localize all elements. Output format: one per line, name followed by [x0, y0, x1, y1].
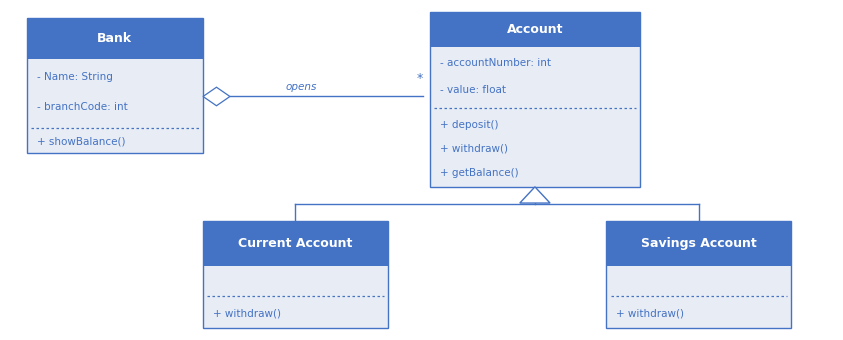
Text: + withdraw(): + withdraw(): [440, 144, 508, 154]
Text: Account: Account: [507, 22, 563, 36]
Bar: [27, 18, 203, 153]
Bar: [606, 266, 792, 328]
Text: *: *: [416, 72, 423, 85]
Text: Current Account: Current Account: [239, 237, 352, 250]
Text: - branchCode: int: - branchCode: int: [37, 102, 127, 112]
Bar: [430, 12, 640, 187]
Text: - value: float: - value: float: [440, 85, 506, 95]
Bar: [606, 221, 792, 266]
Text: + getBalance(): + getBalance(): [440, 168, 518, 177]
Bar: [203, 266, 388, 328]
Text: opens: opens: [286, 82, 317, 92]
Bar: [430, 47, 640, 187]
Bar: [430, 12, 640, 47]
Text: Savings Account: Savings Account: [641, 237, 757, 250]
Text: - accountNumber: int: - accountNumber: int: [440, 58, 551, 68]
Bar: [203, 221, 388, 328]
Bar: [27, 18, 203, 59]
Text: + deposit(): + deposit(): [440, 120, 498, 130]
Text: + showBalance(): + showBalance(): [37, 137, 125, 147]
Bar: [27, 59, 203, 153]
Text: - Name: String: - Name: String: [37, 72, 113, 82]
Bar: [203, 221, 388, 266]
Text: + withdraw(): + withdraw(): [616, 308, 685, 319]
Bar: [606, 221, 792, 328]
Text: Bank: Bank: [97, 32, 132, 45]
Text: + withdraw(): + withdraw(): [213, 308, 281, 319]
Polygon shape: [520, 187, 550, 203]
Polygon shape: [203, 87, 230, 106]
